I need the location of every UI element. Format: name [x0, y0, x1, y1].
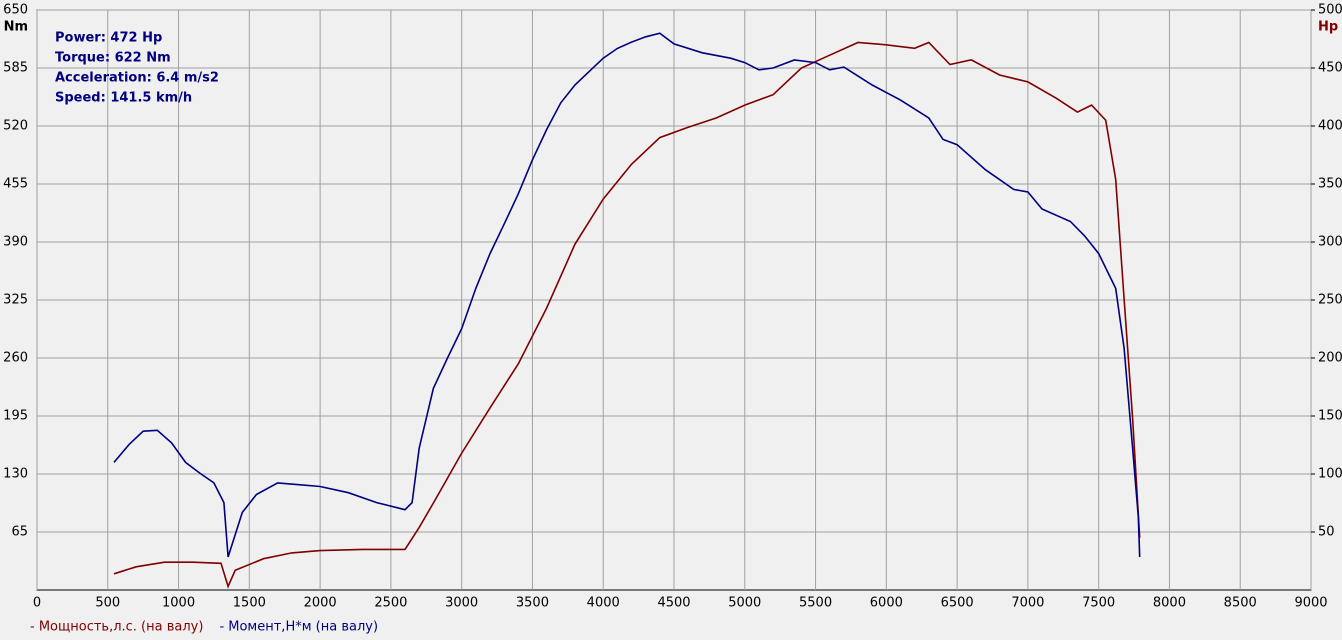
x-tick-label: 5500	[799, 596, 832, 611]
y-unit: Nm	[4, 20, 28, 35]
y-tick-label: 325	[3, 293, 28, 308]
x-tick-label: 2500	[374, 596, 407, 611]
legend-entry: - Момент,Н*м (на валу)	[219, 620, 378, 635]
x-tick-label: 4000	[587, 596, 620, 611]
y2-tick-label: 400	[1318, 119, 1342, 134]
info-box: Power: 472 Hp Torque: 622 Nm Acceleratio…	[55, 31, 219, 106]
series-line	[113, 41, 1141, 589]
x-tick-label: 0	[33, 596, 41, 611]
annotation: Torque: 622 Nm	[55, 51, 171, 66]
y-tick-label: 65	[11, 525, 28, 540]
y-tick-label: 130	[3, 467, 28, 482]
x-tick-label: 1000	[162, 596, 195, 611]
x-tick-label: 6500	[941, 596, 974, 611]
x-tick-label: 7500	[1082, 596, 1115, 611]
y-tick-label: 390	[3, 235, 28, 250]
y-tick-label: 455	[3, 177, 28, 192]
y-tick-label: 260	[3, 351, 28, 366]
y2-unit: Hp	[1318, 20, 1338, 35]
y2-tick-label: 500	[1318, 3, 1342, 18]
x-tick-label: 8000	[1153, 596, 1186, 611]
x-tick-label: 3000	[445, 596, 478, 611]
x-tick-label: 9000	[1294, 596, 1327, 611]
annotation: Speed: 141.5 km/h	[55, 91, 192, 106]
y2-tick-label: 200	[1318, 351, 1342, 366]
annotation: Power: 472 Hp	[55, 31, 162, 46]
x-tick-label: 7000	[1011, 596, 1044, 611]
x-tick-label: 3500	[516, 596, 549, 611]
annotation: Acceleration: 6.4 m/s2	[55, 71, 219, 86]
y-tick-label: 195	[3, 409, 28, 424]
y2-tick-label: 450	[1318, 61, 1342, 76]
y-tick-label: 585	[3, 61, 28, 76]
y2-tick-label: 150	[1318, 409, 1342, 424]
y2-tick-label: 50	[1318, 525, 1335, 540]
legend-entry: - Мощность,л.с. (на валу)	[30, 620, 203, 635]
legend: - Мощность,л.с. (на валу) - Момент,Н*м (н…	[30, 620, 378, 635]
y2-tick-label: 250	[1318, 293, 1342, 308]
y2-tick-label: 100	[1318, 467, 1342, 482]
y-tick-label: 650	[3, 3, 28, 18]
x-tick-label: 1500	[233, 596, 266, 611]
x-tick-label: 500	[95, 596, 120, 611]
x-tick-label: 8500	[1224, 596, 1257, 611]
x-tick-label: 6000	[870, 596, 903, 611]
lines	[113, 32, 1141, 589]
x-tick-label: 2000	[304, 596, 337, 611]
series-line	[113, 32, 1141, 558]
x-tick-label: 5000	[728, 596, 761, 611]
y-tick-label: 520	[3, 119, 28, 134]
x-tick-label: 4500	[657, 596, 690, 611]
y2-tick-label: 300	[1318, 235, 1342, 250]
y2-tick-label: 350	[1318, 177, 1342, 192]
